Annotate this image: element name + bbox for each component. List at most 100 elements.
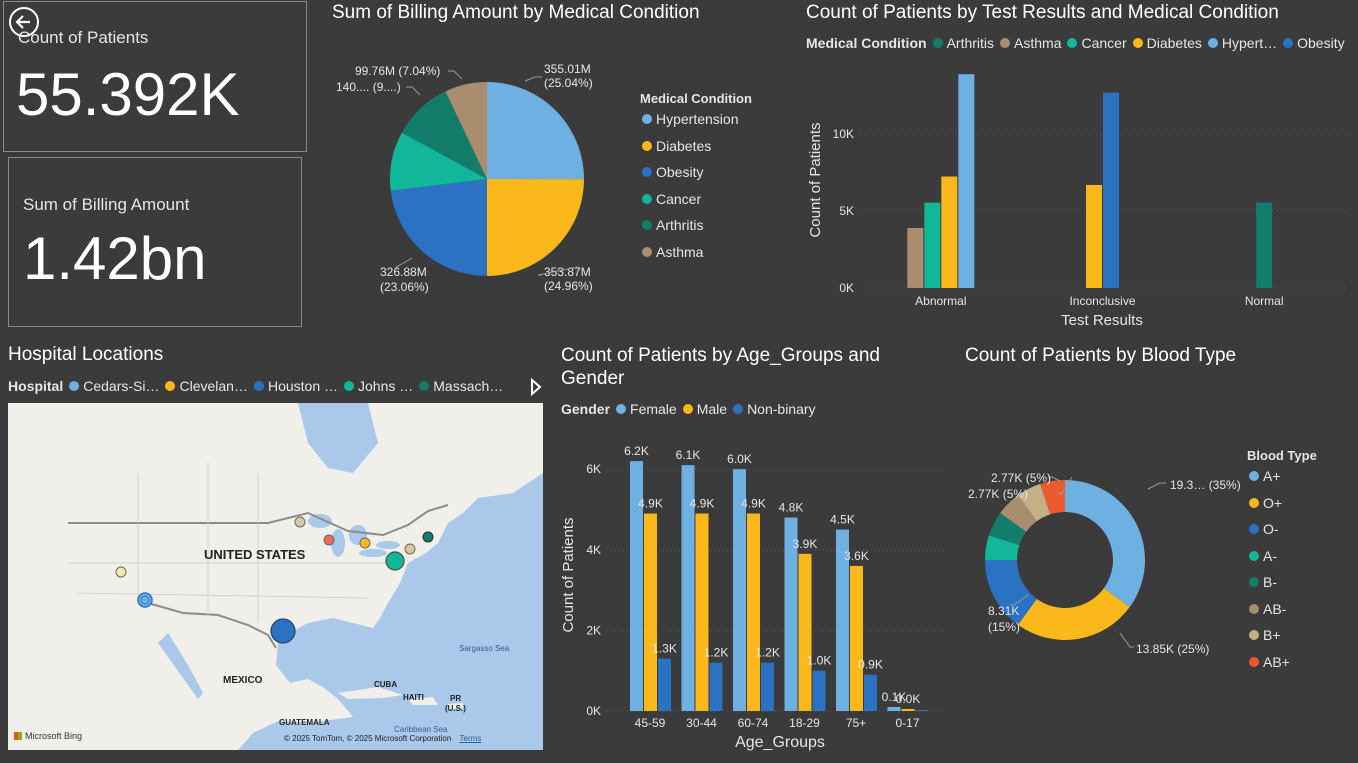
bar-0-17-female <box>887 706 901 711</box>
age-gender-legend: Gender Female Male Non-binary <box>561 401 822 417</box>
pie-label-diabetes-value: 353.87M <box>544 265 591 279</box>
us-mexico-border <box>147 602 277 649</box>
billing-legend-title: Medical Condition <box>640 91 752 106</box>
map-legend-title: Hospital <box>8 378 64 394</box>
bar-30-44-non-binary <box>709 662 723 711</box>
test-results-xtick: Abnormal <box>915 294 966 308</box>
north-america-landmass <box>8 403 543 750</box>
legend-next-arrow-icon[interactable] <box>530 377 542 401</box>
age-gender-ytick: 2K <box>586 623 601 637</box>
donut-slice-A- <box>985 535 1020 560</box>
pie-label-obesity-pct: (23.06%) <box>380 280 429 294</box>
billing-legend-item-cancer[interactable]: Cancer <box>642 191 701 207</box>
donut-label-o-minus-pct: (15%) <box>988 620 1020 634</box>
blood-legend-item-A+[interactable]: A+ <box>1249 468 1281 484</box>
map-label-guatemala: GUATEMALA <box>279 718 330 727</box>
back-arrow-icon[interactable] <box>8 6 40 38</box>
map-terms-link[interactable]: Terms <box>459 734 482 743</box>
donut-label-b-plus: 2.77K (5%) <box>968 487 1028 501</box>
hospital-map[interactable]: UNITED STATES MEXICO CUBA HAITI PR (U.S.… <box>8 403 543 750</box>
legend-item-arthritis[interactable]: Arthritis <box>932 35 994 51</box>
bar-45-59-male <box>644 513 657 711</box>
hospital-marker-cedars-inner <box>140 595 150 605</box>
pie-slice-asthma <box>445 82 487 179</box>
hospital-marker-cleveland <box>359 537 371 549</box>
data-label-45-59-female: 6.2K <box>624 444 649 458</box>
hospital-marker-minneapolis <box>294 516 306 528</box>
legend-item-massach[interactable]: Massach… <box>419 378 503 394</box>
pie-label-obesity-value: 326.88M <box>380 265 427 279</box>
bar-30-44-male <box>695 513 709 711</box>
legend-item-male[interactable]: Male <box>682 401 727 417</box>
billing-pie-labels: 355.01M (25.04%) 353.87M (24.96%) 326.88… <box>336 62 593 294</box>
age-gender-ytick: 0K <box>586 704 601 718</box>
legend-item-asthma[interactable]: Asthma <box>1000 35 1061 51</box>
legend-item-obesity[interactable]: Obesity <box>1283 35 1345 51</box>
data-label-75+-male: 3.6K <box>844 549 869 563</box>
data-label-75+-non-binary: 0.9K <box>858 658 883 672</box>
legend-item-cedars[interactable]: Cedars-Si… <box>69 378 159 394</box>
bar-75+-male <box>850 565 863 711</box>
donut-slice-O- <box>985 560 1037 625</box>
data-label-30-44-female: 6.1K <box>676 448 701 462</box>
blood-type-chart: 19.3… (35%) 13.85K (25%) 8.31K (15%) 2.7… <box>968 471 1241 656</box>
billing-legend-item-hypertension[interactable]: Hypertension <box>642 111 739 127</box>
blood-legend-item-A-[interactable]: A- <box>1249 548 1277 564</box>
bar-normal-arthritis <box>1256 202 1273 288</box>
legend-item-female[interactable]: Female <box>616 401 677 417</box>
blood-legend-item-O-[interactable]: O- <box>1249 521 1279 537</box>
age-gender-xtick: 60-74 <box>738 716 769 730</box>
bar-18-29-non-binary <box>812 670 826 711</box>
map-label-pr: PR <box>450 694 461 703</box>
bing-logo: Microsoft Bing <box>14 731 82 741</box>
age-gender-title-line2: Gender <box>561 368 625 389</box>
legend-item-nonbinary[interactable]: Non-binary <box>733 401 816 417</box>
blood-legend-item-B+[interactable]: B+ <box>1249 627 1281 643</box>
kpi-billing-label: Sum of Billing Amount <box>23 195 190 214</box>
legend-item-hypertension[interactable]: Hypert… <box>1207 35 1277 51</box>
billing-legend-item-asthma[interactable]: Asthma <box>642 244 703 260</box>
billing-legend-item-obesity[interactable]: Obesity <box>642 164 703 180</box>
data-label-45-59-non-binary: 1.3K <box>652 642 677 656</box>
legend-item-houston[interactable]: Houston … <box>253 378 338 394</box>
billing-legend-item-arthritis[interactable]: Arthritis <box>642 217 703 233</box>
bar-abnormal-cancer <box>924 202 941 288</box>
bar-18-29-female <box>784 517 798 711</box>
legend-item-cleveland[interactable]: Clevelan… <box>165 378 248 394</box>
pie-slice-cancer <box>390 132 487 191</box>
legend-item-cancer[interactable]: Cancer <box>1067 35 1127 51</box>
age-gender-xtick: 18-29 <box>789 716 820 730</box>
test-results-legend-title: Medical Condition <box>806 35 927 51</box>
billing-pie-slices <box>390 82 584 276</box>
data-label-30-44-male: 4.9K <box>690 497 715 511</box>
map-label-pr-us: (U.S.) <box>445 704 466 713</box>
blood-legend-item-AB+[interactable]: AB+ <box>1249 654 1290 670</box>
billing-legend-item-diabetes[interactable]: Diabetes <box>642 138 711 154</box>
blood-legend-item-AB-[interactable]: AB- <box>1249 601 1286 617</box>
data-label-30-44-non-binary: 1.2K <box>704 646 729 660</box>
map-label-united-states: UNITED STATES <box>204 547 306 562</box>
pie-label-hypertension-pct: (25.04%) <box>544 76 593 90</box>
hospital-marker-cedars <box>137 592 153 608</box>
kpi-card-billing: Sum of Billing Amount 1.42bn <box>8 157 302 327</box>
legend-item-diabetes[interactable]: Diabetes <box>1132 35 1202 51</box>
age-gender-xlabel: Age_Groups <box>735 734 825 751</box>
bar-45-59-non-binary <box>658 658 671 711</box>
blood-legend-item-B-[interactable]: B- <box>1249 574 1277 590</box>
pie-label-truncated: 140.... (9....) <box>336 80 401 94</box>
map-legend: Hospital Cedars-Si… Clevelan… Houston … … <box>8 378 509 394</box>
bar-75+-female <box>836 529 849 711</box>
map-label-cuba: CUBA <box>374 680 397 689</box>
bar-60-74-male <box>747 513 760 711</box>
bar-75+-non-binary <box>864 674 877 711</box>
age-gender-xtick: 30-44 <box>686 716 717 730</box>
hospital-marker-ny <box>404 543 416 555</box>
legend-item-johns[interactable]: Johns … <box>344 378 413 394</box>
donut-label-ab-minus: 2.77K (5%) <box>991 471 1051 485</box>
test-results-ytick: 10K <box>833 127 854 141</box>
data-label-60-74-female: 6.0K <box>727 452 752 466</box>
kpi-card-patients: Count of Patients 55.392K <box>3 1 307 152</box>
data-label-0-17-female: 0.1K <box>882 690 907 704</box>
age-gender-xtick: 45-59 <box>635 716 666 730</box>
blood-legend-item-O+[interactable]: O+ <box>1249 495 1282 511</box>
